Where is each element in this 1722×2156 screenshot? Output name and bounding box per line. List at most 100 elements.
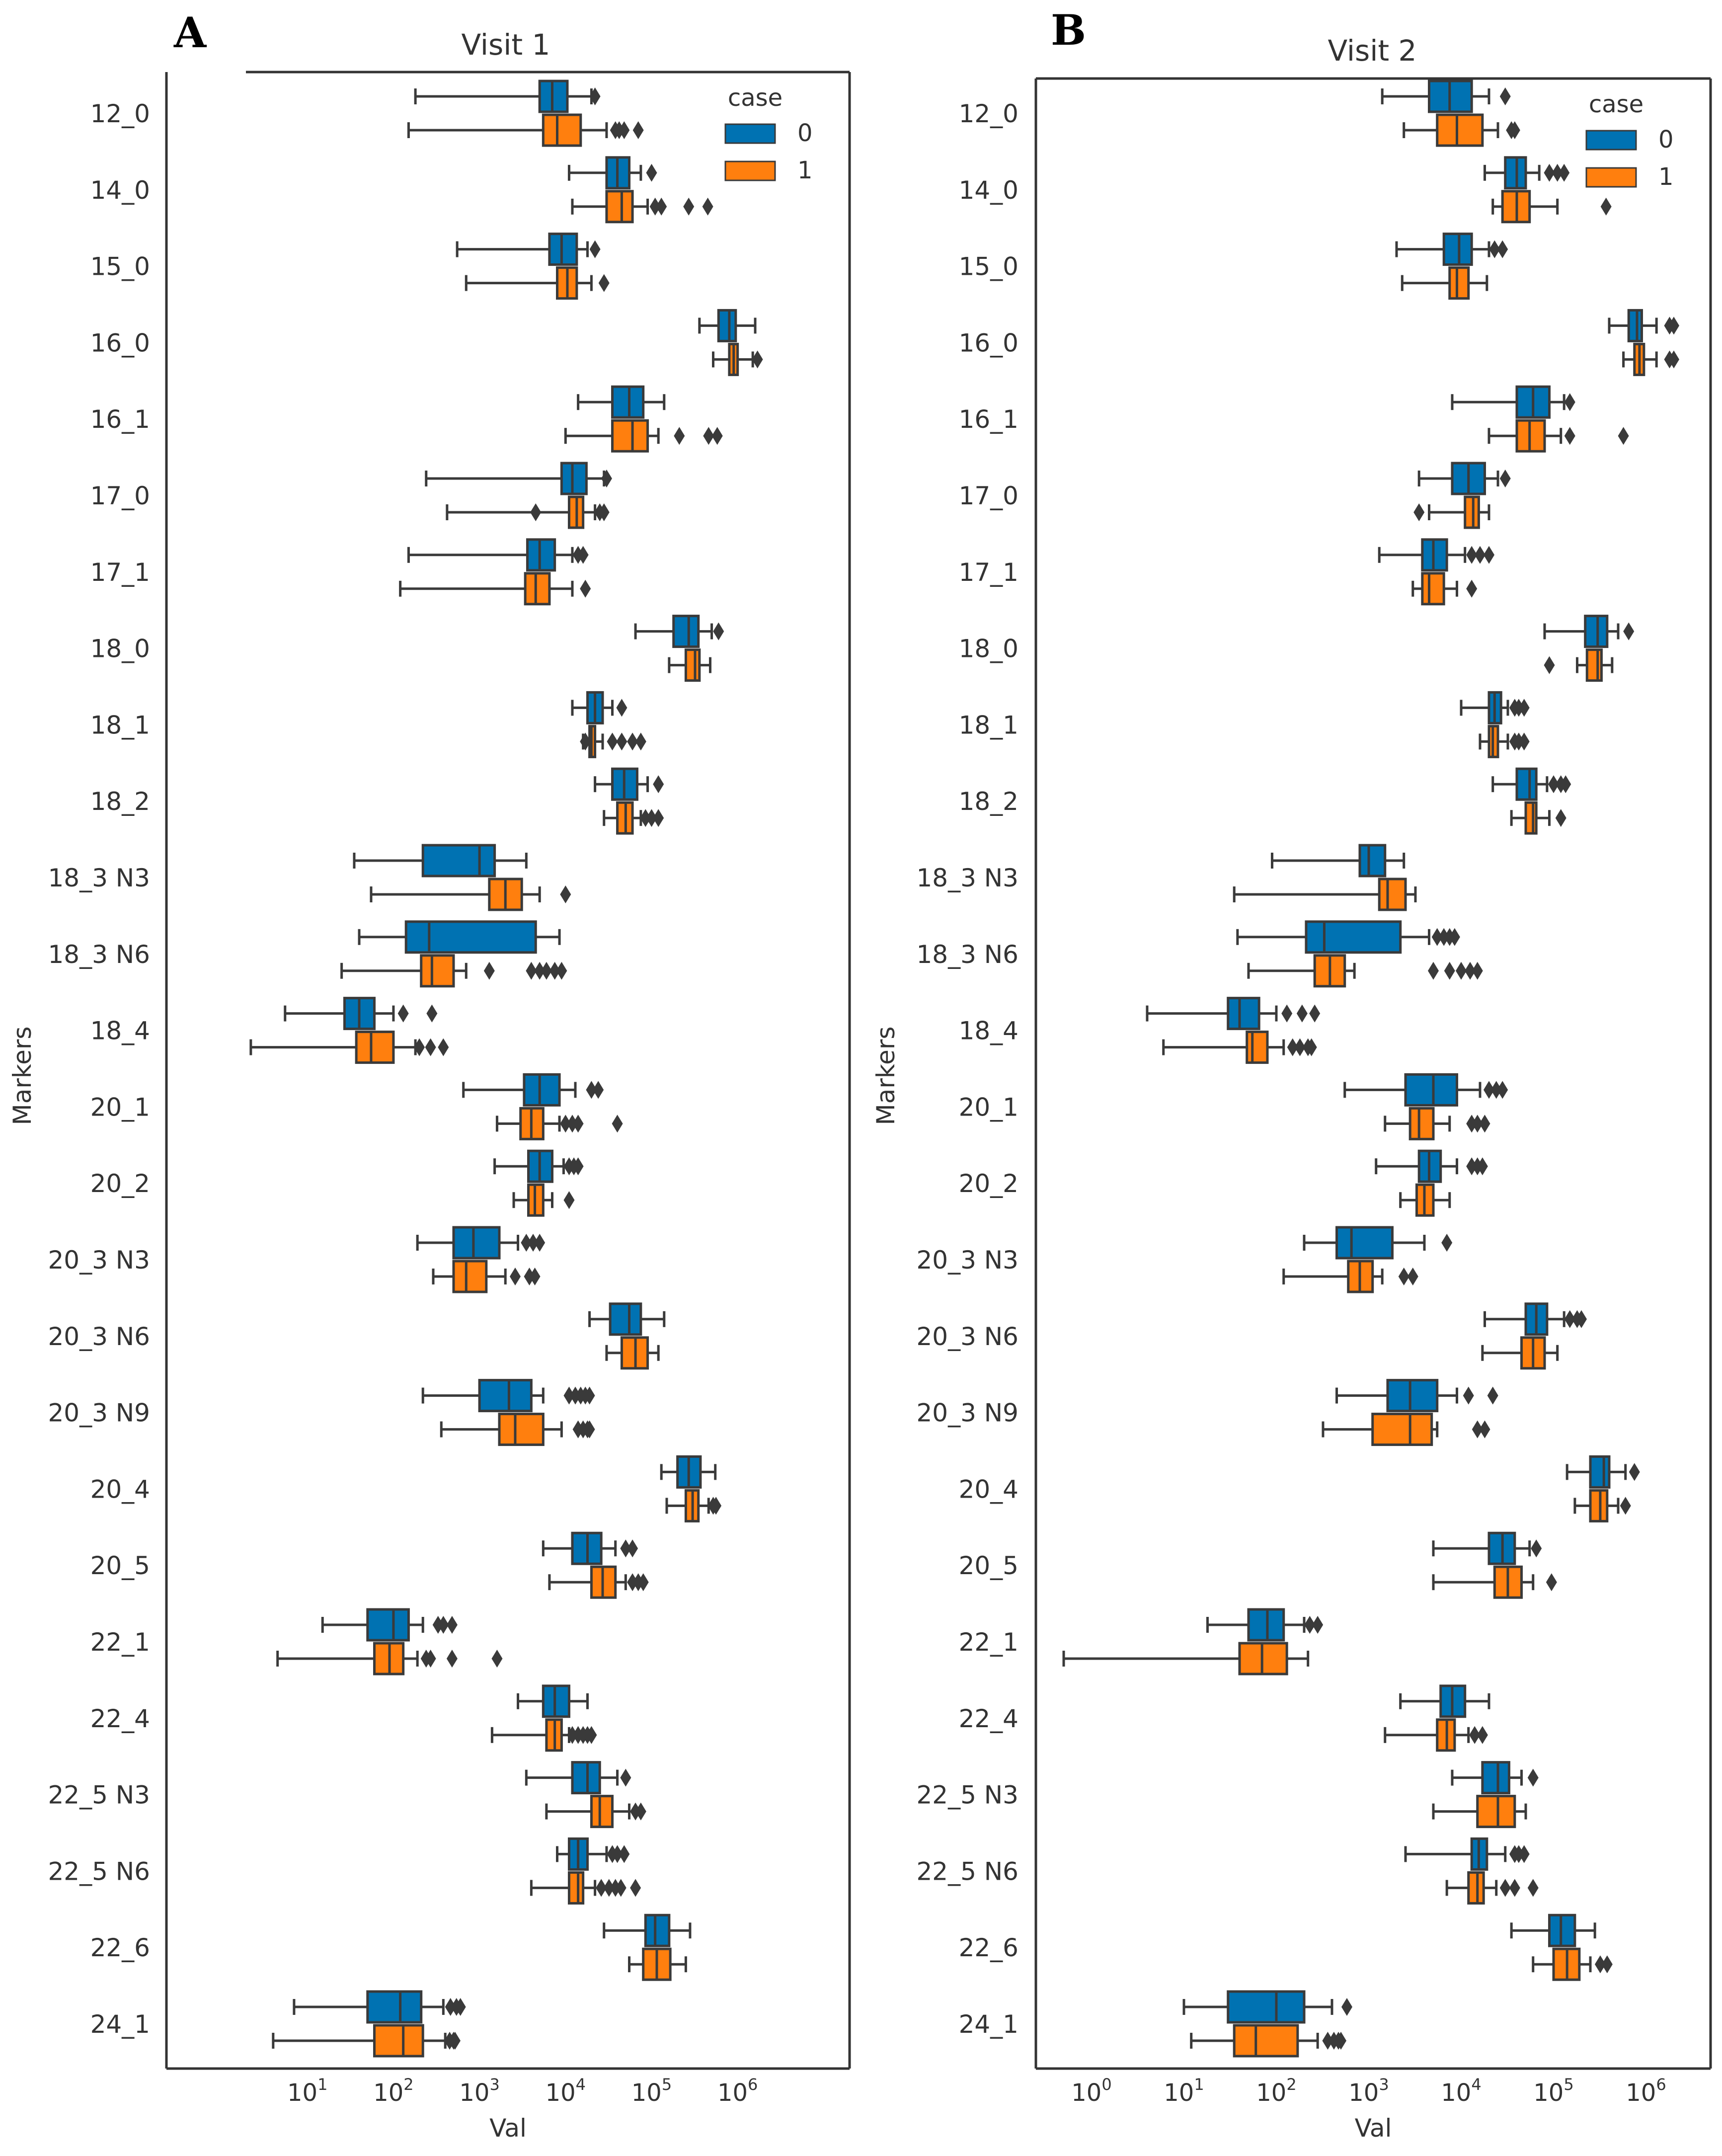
box-22_4-case-1 bbox=[490, 1718, 597, 1752]
box-20_4-case-1 bbox=[1573, 1489, 1631, 1522]
outlier-point bbox=[702, 197, 713, 216]
x-tick-label: 103 bbox=[459, 2075, 499, 2107]
iqr-box bbox=[1442, 233, 1473, 266]
outlier-point bbox=[632, 121, 644, 139]
outlier-point bbox=[1466, 1115, 1478, 1133]
y-tick-label: 22_1 bbox=[959, 1628, 1018, 1657]
iqr-box bbox=[1524, 801, 1538, 835]
legend-label-case-0: 0 bbox=[797, 119, 813, 147]
y-tick-label: 20_3 N6 bbox=[48, 1322, 150, 1351]
iqr-box bbox=[404, 920, 537, 954]
outlier-point bbox=[1668, 350, 1679, 369]
iqr-box bbox=[1227, 997, 1260, 1031]
outlier-point bbox=[1623, 622, 1635, 640]
outlier-point bbox=[1552, 163, 1563, 182]
outlier-point bbox=[674, 427, 685, 445]
y-tick-label: 22_5 N6 bbox=[48, 1857, 150, 1886]
outlier-point bbox=[1499, 1879, 1511, 1897]
iqr-box bbox=[1386, 1379, 1439, 1413]
y-tick-label: 20_3 N3 bbox=[916, 1246, 1018, 1275]
box-22_5-n6-case-0 bbox=[556, 1837, 630, 1871]
outlier-point bbox=[1560, 775, 1571, 794]
y-tick-label: 20_3 N9 bbox=[48, 1399, 150, 1428]
iqr-box bbox=[1481, 1761, 1510, 1795]
outlier-point bbox=[646, 809, 657, 827]
box-18_4-case-0 bbox=[1146, 997, 1321, 1031]
y-tick-label: 18_1 bbox=[90, 711, 150, 739]
outlier-point bbox=[1564, 427, 1575, 445]
box-16_0-case-1 bbox=[711, 342, 763, 376]
outlier-point bbox=[530, 503, 542, 521]
outlier-point bbox=[1296, 1004, 1308, 1023]
box-22_6-case-0 bbox=[1510, 1914, 1596, 1947]
box-18_3-n6-case-1 bbox=[340, 954, 567, 988]
box-18_3-n6-case-0 bbox=[358, 920, 561, 954]
x-tick-exponent: 6 bbox=[748, 2075, 758, 2094]
box-17_0-case-0 bbox=[425, 462, 612, 495]
outlier-point bbox=[620, 1768, 631, 1787]
box-20_4-case-0 bbox=[1565, 1455, 1640, 1489]
outlier-point bbox=[1466, 579, 1478, 598]
outlier-point bbox=[596, 1879, 607, 1897]
y-tick-label: 15_0 bbox=[90, 252, 150, 281]
outlier-point bbox=[1455, 961, 1467, 980]
outlier-point bbox=[425, 1650, 436, 1668]
box-24_1-case-0 bbox=[293, 1990, 466, 2024]
y-tick-label: 20_3 N9 bbox=[916, 1399, 1018, 1428]
outlier-point bbox=[607, 732, 618, 751]
outlier-point bbox=[1427, 961, 1439, 980]
y-tick-label: 20_4 bbox=[90, 1475, 150, 1504]
outlier-point bbox=[1620, 1497, 1631, 1515]
outlier-point bbox=[1483, 1081, 1494, 1099]
y-tick-label: 18_2 bbox=[90, 787, 150, 816]
box-16_0-case-0 bbox=[698, 309, 757, 342]
outlier-point bbox=[649, 197, 661, 216]
outlier-point bbox=[1322, 2032, 1333, 2050]
x-tick-label: 101 bbox=[1164, 2075, 1204, 2107]
outlier-point bbox=[528, 1234, 539, 1252]
outlier-point bbox=[526, 961, 537, 980]
outlier-point bbox=[521, 1234, 532, 1252]
legend-swatch-case-1 bbox=[1585, 167, 1637, 188]
box-17_1-case-0 bbox=[1378, 538, 1494, 572]
outlier-point bbox=[619, 121, 630, 139]
legend-title: case bbox=[728, 84, 783, 112]
outlier-point bbox=[1527, 1768, 1539, 1787]
outlier-point bbox=[397, 1004, 409, 1023]
outlier-point bbox=[612, 1845, 623, 1863]
y-tick-label: 16_0 bbox=[90, 328, 150, 357]
y-tick-label: 20_2 bbox=[959, 1169, 1018, 1198]
box-22_4-case-0 bbox=[517, 1684, 589, 1718]
y-tick-label: 12_0 bbox=[959, 99, 1018, 128]
outlier-point bbox=[567, 1726, 578, 1744]
box-16_1-case-0 bbox=[1451, 385, 1575, 419]
box-20_5-case-1 bbox=[548, 1565, 649, 1599]
x-tick-exponent: 1 bbox=[1194, 2075, 1204, 2094]
box-20_1-case-0 bbox=[462, 1073, 604, 1107]
outlier-point bbox=[1546, 1573, 1557, 1592]
box-22_6-case-0 bbox=[603, 1914, 692, 1947]
y-tick-label: 17_0 bbox=[90, 481, 150, 510]
outlier-point bbox=[616, 732, 627, 751]
x-tick-exponent: 4 bbox=[576, 2075, 586, 2094]
iqr-box bbox=[1246, 1031, 1269, 1064]
outlier-point bbox=[567, 1115, 578, 1133]
iqr-box bbox=[1585, 648, 1603, 682]
series-case-1 bbox=[1062, 113, 1679, 2058]
outlier-point bbox=[483, 961, 495, 980]
x-tick-base: 10 bbox=[459, 2079, 489, 2107]
box-14_0-case-1 bbox=[571, 190, 713, 224]
y-tick-label: 18_3 N6 bbox=[48, 940, 150, 969]
iqr-box bbox=[1436, 113, 1484, 147]
outlier-point bbox=[1668, 317, 1679, 335]
box-22_5-n6-case-0 bbox=[1404, 1837, 1530, 1871]
y-tick-label: 18_2 bbox=[959, 787, 1018, 816]
outlier-point bbox=[589, 240, 601, 258]
outlier-point bbox=[572, 1115, 584, 1133]
outlier-point bbox=[1469, 1726, 1481, 1744]
box-20_1-case-1 bbox=[1384, 1107, 1490, 1140]
x-tick-exponent: 4 bbox=[1471, 2075, 1481, 2094]
outlier-point bbox=[560, 885, 571, 903]
x-tick-base: 10 bbox=[631, 2079, 662, 2107]
